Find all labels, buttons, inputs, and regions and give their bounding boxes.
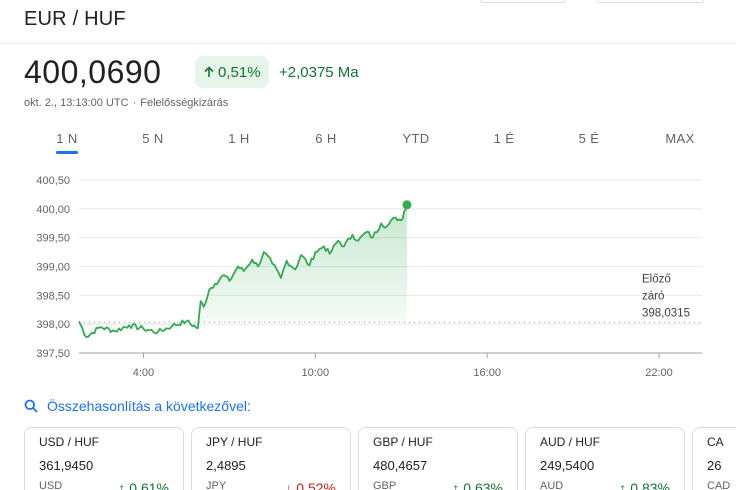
previous-close-label: Előző (642, 273, 671, 285)
time-range-tabs: 1 N 5 N 1 H 6 H YTD 1 É 5 É MAX (24, 125, 712, 154)
y-tick-label: 399,00 (36, 262, 70, 274)
tab-ytd[interactable]: YTD (402, 131, 430, 146)
change-percent-badge: 0,51% (195, 56, 269, 88)
card-change: ↑ 0,61% (118, 480, 169, 490)
compare-button[interactable]: Összehasonlítás a következővel: (24, 398, 251, 414)
tab-1-year[interactable]: 1 É (493, 131, 515, 146)
card-price: 26 (707, 458, 722, 473)
arrow-down-icon: ↓ (285, 480, 293, 490)
card-change: ↓ 0,52% (285, 480, 336, 490)
price-chart[interactable]: 400,50 400,00 399,50 399,00 398,50 398,00 397,… (0, 168, 736, 383)
tab-6-months[interactable]: 6 H (315, 131, 337, 146)
compare-label: Összehasonlítás a következővel: (47, 398, 251, 414)
compare-card-jpy[interactable]: JPY / HUF 2,4895 JPY ↓ 0,52% (191, 427, 351, 490)
x-tick-label: 16:00 (473, 367, 501, 379)
pair-title: EUR / HUF (24, 8, 126, 30)
card-code: CAD (707, 480, 731, 490)
compare-cards: USD / HUF 361,9450 USD ↑ 0,61% JPY / HUF… (24, 427, 736, 490)
x-tick-label: 22:00 (645, 367, 673, 379)
previous-close-label: záró (642, 290, 664, 302)
tab-1-day[interactable]: 1 N (56, 131, 78, 146)
top-button-stub (596, 0, 704, 3)
arrow-up-icon (204, 66, 214, 77)
current-price-dot (402, 200, 412, 210)
compare-card-cad[interactable]: CA 26 CAD (692, 427, 736, 490)
quote-meta: okt. 2., 13:13:00 UTC · Felelősségkizárás (24, 97, 228, 109)
card-change: ↑ 0,63% (452, 480, 503, 490)
card-price: 361,9450 (39, 458, 94, 473)
y-tick-label: 400,50 (36, 175, 70, 187)
change-absolute: +2,0375 Ma (279, 64, 359, 81)
tab-max[interactable]: MAX (665, 131, 695, 146)
previous-close-value: 398,0315 (642, 307, 690, 319)
tab-1-month[interactable]: 1 H (228, 131, 250, 146)
arrow-up-icon: ↑ (118, 480, 126, 490)
card-price: 249,5400 (540, 458, 595, 473)
compare-card-usd[interactable]: USD / HUF 361,9450 USD ↑ 0,61% (24, 427, 184, 490)
card-change-value: 0,63% (463, 480, 503, 490)
current-price: 400,0690 (24, 54, 162, 90)
card-pair: AUD / HUF (540, 435, 600, 449)
x-tick-label: 10:00 (302, 367, 330, 379)
y-tick-label: 398,50 (36, 290, 70, 302)
y-tick-label: 400,00 (36, 204, 70, 216)
arrow-up-icon: ↑ (452, 480, 460, 490)
card-change: ↑ 0,83% (619, 480, 670, 490)
card-pair: USD / HUF (39, 435, 99, 449)
active-tab-indicator (56, 151, 78, 154)
price-line (78, 204, 408, 338)
card-price: 480,4657 (373, 458, 428, 473)
x-tick-label: 4:00 (133, 367, 154, 379)
meta-separator: · (132, 97, 137, 109)
compare-card-gbp[interactable]: GBP / HUF 480,4657 GBP ↑ 0,63% (358, 427, 518, 490)
change-percent: 0,51% (218, 63, 261, 81)
card-code: JPY (206, 480, 227, 490)
arrow-up-icon: ↑ (619, 480, 627, 490)
card-change-value: 0,52% (296, 480, 336, 490)
disclaimer-link[interactable]: Felelősségkizárás (140, 97, 229, 109)
y-tick-label: 398,00 (36, 319, 70, 331)
card-change-value: 0,83% (630, 480, 670, 490)
card-code: AUD (540, 480, 564, 490)
tab-5-years[interactable]: 5 É (578, 131, 600, 146)
tab-5-days[interactable]: 5 N (142, 131, 164, 146)
quote-timestamp: okt. 2., 13:13:00 UTC (24, 97, 129, 109)
compare-card-aud[interactable]: AUD / HUF 249,5400 AUD ↑ 0,83% (525, 427, 685, 490)
card-price: 2,4895 (206, 458, 246, 473)
y-tick-label: 399,50 (36, 233, 70, 245)
card-pair: GBP / HUF (373, 435, 433, 449)
card-pair: JPY / HUF (206, 435, 263, 449)
top-button-stub (480, 0, 566, 3)
card-pair: CA (707, 435, 724, 449)
search-icon (24, 399, 38, 413)
card-code: USD (39, 480, 63, 490)
y-tick-label: 397,50 (36, 348, 70, 360)
header-divider (0, 43, 736, 44)
card-change-value: 0,61% (129, 480, 169, 490)
card-code: GBP (373, 480, 397, 490)
